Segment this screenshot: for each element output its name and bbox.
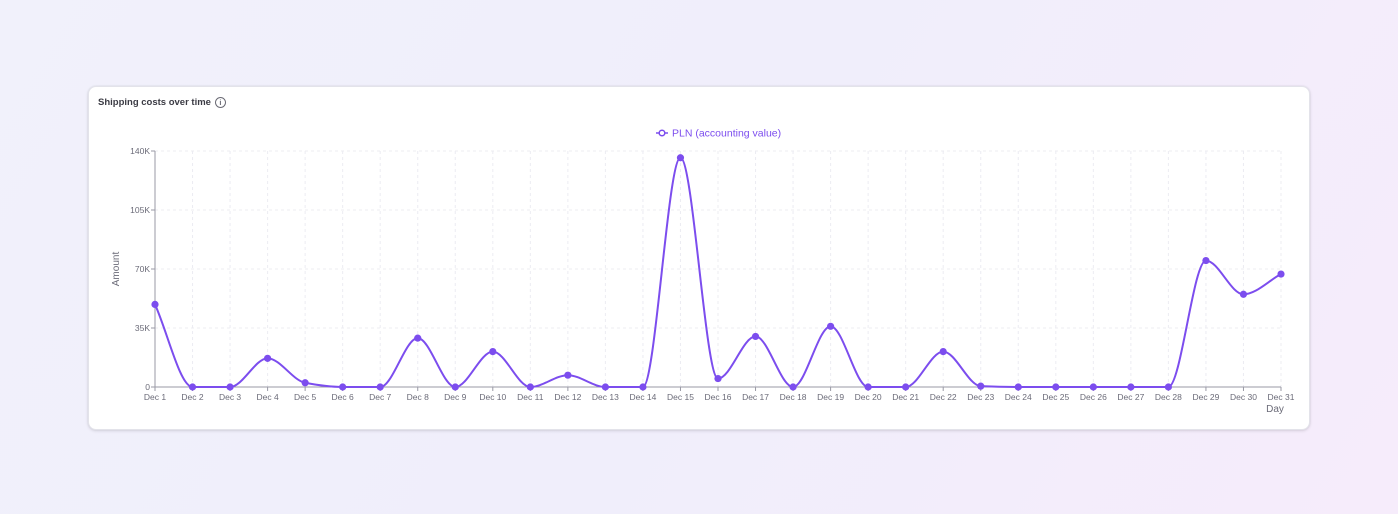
x-tick-label: Dec 19 [817, 392, 844, 402]
data-point [339, 383, 347, 391]
x-tick-label: Dec 30 [1230, 392, 1257, 402]
line-chart: 0 35K 70K 105K 140K Dec 1 Dec 2 Dec 3 Dec 4 Dec 5… [111, 128, 1295, 416]
x-tick-label: Dec 15 [667, 392, 694, 402]
card-title: Shipping costs over time [98, 97, 211, 108]
grid [155, 150, 1282, 387]
y-tick-label: 35K [135, 323, 150, 333]
data-point [1127, 383, 1135, 391]
card-header: Shipping costs over time i [98, 97, 226, 108]
x-tick-label: Dec 10 [479, 392, 506, 402]
x-tick-label: Dec 24 [1005, 392, 1032, 402]
legend-marker-icon [658, 129, 666, 137]
data-point [264, 354, 272, 362]
x-tick-label: Dec 25 [1042, 392, 1069, 402]
data-point [639, 383, 647, 391]
x-tick-label: Dec 14 [629, 392, 656, 402]
data-point [676, 154, 685, 162]
x-tick-label: Dec 26 [1080, 392, 1107, 402]
data-point [526, 383, 534, 391]
data-point [864, 383, 872, 391]
data-point [414, 334, 422, 342]
x-tick-label: Dec 28 [1155, 392, 1182, 402]
data-point [601, 383, 610, 391]
x-tick-label: Dec 17 [742, 392, 769, 402]
data-point [376, 383, 384, 391]
x-axis-label: Day [1266, 404, 1284, 415]
x-tick-label: Dec 5 [294, 392, 316, 402]
x-tick-label: Dec 31 [1268, 392, 1295, 402]
x-tick-label: Dec 7 [369, 392, 391, 402]
info-icon[interactable]: i [214, 97, 226, 108]
x-tick-label: Dec 6 [332, 392, 354, 402]
data-point [301, 379, 309, 387]
data-point [226, 383, 234, 391]
x-tick-label: Dec 1 [144, 392, 166, 402]
data-point [1239, 290, 1248, 298]
x-tick-label: Dec 9 [444, 392, 466, 402]
data-point [751, 332, 760, 341]
y-tick-label: 0 [145, 382, 150, 392]
x-tick-label: Dec 18 [780, 392, 807, 402]
chart-card: Shipping costs over time i 0 35K 70K 105K 14… [88, 86, 1310, 430]
data-point [714, 374, 722, 383]
y-tick-label: 140K [130, 146, 150, 156]
x-tick-label: Dec 11 [517, 392, 544, 402]
data-point [1052, 383, 1060, 391]
data-point [1164, 383, 1172, 391]
data-point [489, 348, 497, 356]
x-tick-label: Dec 21 [892, 392, 919, 402]
x-tick-label: Dec 8 [407, 392, 429, 402]
legend-label: PLN (accounting value) [672, 128, 781, 140]
data-point [188, 383, 197, 391]
x-tick-label: Dec 27 [1117, 392, 1144, 402]
x-tick-label: Dec 20 [855, 392, 882, 402]
data-point [564, 371, 572, 379]
data-point [1089, 383, 1097, 391]
data-point [977, 382, 985, 390]
data-point [151, 300, 159, 308]
data-point [902, 383, 910, 391]
x-tick-label: Dec 12 [554, 392, 581, 402]
x-tick-label: Dec 22 [930, 392, 957, 402]
y-tick-label: 105K [130, 205, 150, 215]
legend: PLN (accounting value) [656, 128, 781, 140]
x-tick-label: Dec 2 [181, 392, 203, 402]
data-point [827, 322, 835, 330]
data-point [789, 383, 797, 391]
data-point [939, 348, 947, 356]
data-point [1277, 270, 1285, 278]
data-point [451, 383, 459, 391]
y-tick-label: 70K [135, 264, 150, 274]
data-point [1014, 383, 1022, 391]
x-tick-label: Dec 16 [705, 392, 732, 402]
x-tick-label: Dec 4 [256, 392, 278, 402]
y-axis-label: Amount [111, 252, 122, 287]
x-tick-label: Dec 23 [967, 392, 994, 402]
data-point [1202, 256, 1210, 265]
x-tick-label: Dec 13 [592, 392, 619, 402]
x-tick-label: Dec 29 [1192, 392, 1219, 402]
x-tick-label: Dec 3 [219, 392, 241, 402]
